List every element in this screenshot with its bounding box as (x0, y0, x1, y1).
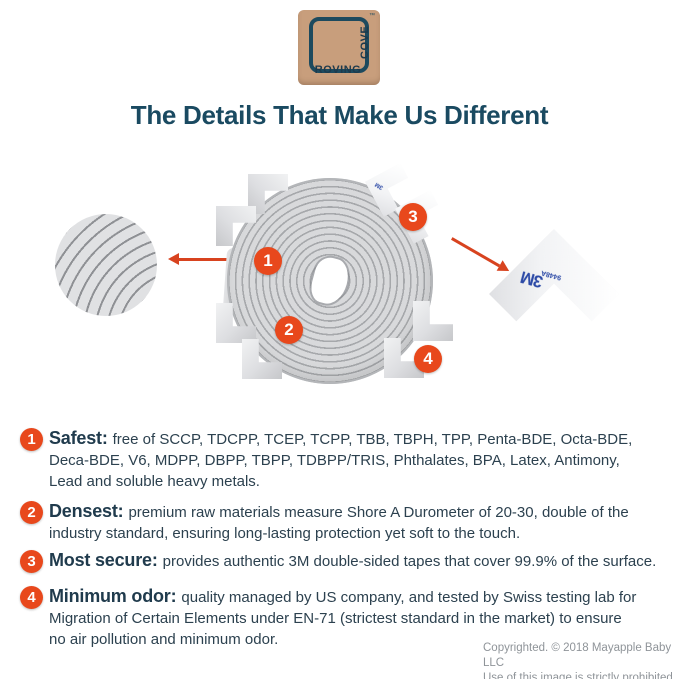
callout-badge-2: 2 (275, 316, 303, 344)
tape-code-label: 9448A (540, 268, 563, 281)
corner-guard (413, 301, 453, 341)
tape-3m-label: 3M (430, 209, 443, 221)
feature-line: free of SCCP, TDCPP, TCEP, TCPP, TBB, TB… (112, 431, 633, 448)
copyright-line-2: Use of this image is strictly prohibited… (483, 672, 677, 679)
logo-text-roving: ROVING (314, 64, 362, 76)
feature-line: Migration of Certain Elements under EN-7… (49, 610, 622, 627)
coil-center-hole (307, 254, 353, 308)
feature-item-densest: 2 Densest: premium raw materials measure … (20, 501, 670, 544)
arrow-right-icon (449, 233, 513, 277)
feature-line: no air pollution and minimum odor. (49, 631, 279, 648)
arrow-left-icon (168, 253, 240, 265)
foam-texture-detail-circle (55, 214, 157, 316)
feature-line: quality managed by US company, and teste… (181, 589, 637, 606)
feature-line: provides authentic 3M double-sided tapes… (162, 553, 657, 570)
feature-text: Minimum odor: quality managed by US compa… (49, 586, 636, 650)
feature-line: Lead and soluble heavy metals. (49, 473, 260, 490)
roving-cove-logo: ROVING COVE ™ (298, 10, 380, 85)
feature-text: Safest: free of SCCP, TDCPP, TCEP, TCPP, … (49, 428, 632, 492)
feature-line: Deca-BDE, V6, MDPP, DBPP, TBPP, TDBPP/TR… (49, 452, 620, 469)
feature-lead: Most secure: (49, 550, 158, 570)
copyright-line-1: Copyrighted. © 2018 Mayapple Baby LLC (483, 642, 672, 669)
feature-lead: Minimum odor: (49, 586, 177, 606)
callout-badge-4: 4 (414, 345, 442, 373)
arrow-shaft (451, 236, 501, 267)
arrow-shaft (179, 257, 240, 261)
feature-list: 1 Safest: free of SCCP, TDCPP, TCEP, TCPP… (20, 428, 670, 650)
feature-text: Densest: premium raw materials measure Sh… (49, 501, 629, 544)
corner-guard-with-3m-tape-large: 3M 9448A (489, 229, 619, 359)
callout-badge-3: 3 (399, 203, 427, 231)
bullet-badge-3: 3 (20, 550, 43, 573)
feature-lead: Safest: (49, 428, 108, 448)
logo-text-cove: COVE (359, 25, 371, 59)
feature-lead: Densest: (49, 501, 124, 521)
feature-line: industry standard, ensuring long-lasting… (49, 525, 521, 542)
arrowhead-left (168, 253, 179, 265)
feature-line: premium raw materials measure Shore A Du… (128, 504, 629, 521)
tape-3m-label: 3M (400, 182, 413, 194)
logo-frame (309, 17, 369, 73)
tape-3m-label: 3M (374, 180, 385, 191)
callout-badge-1: 1 (254, 247, 282, 275)
feature-item-minimum-odor: 4 Minimum odor: quality managed by US com… (20, 586, 670, 650)
page-title: The Details That Make Us Different (130, 100, 549, 130)
product-illustration: 3M 3M 3M 3M 9448A 1 2 3 4 (0, 150, 679, 412)
trademark-symbol: ™ (369, 13, 375, 19)
copyright-notice: Copyrighted. © 2018 Mayapple Baby LLC Us… (483, 641, 679, 679)
bullet-badge-1: 1 (20, 428, 43, 451)
feature-text: Most secure: provides authentic 3M double… (49, 550, 656, 572)
bullet-badge-4: 4 (20, 586, 43, 609)
bullet-badge-2: 2 (20, 501, 43, 524)
feature-item-safest: 1 Safest: free of SCCP, TDCPP, TCEP, TCPP… (20, 428, 670, 492)
feature-item-most-secure: 3 Most secure: provides authentic 3M doub… (20, 550, 670, 573)
